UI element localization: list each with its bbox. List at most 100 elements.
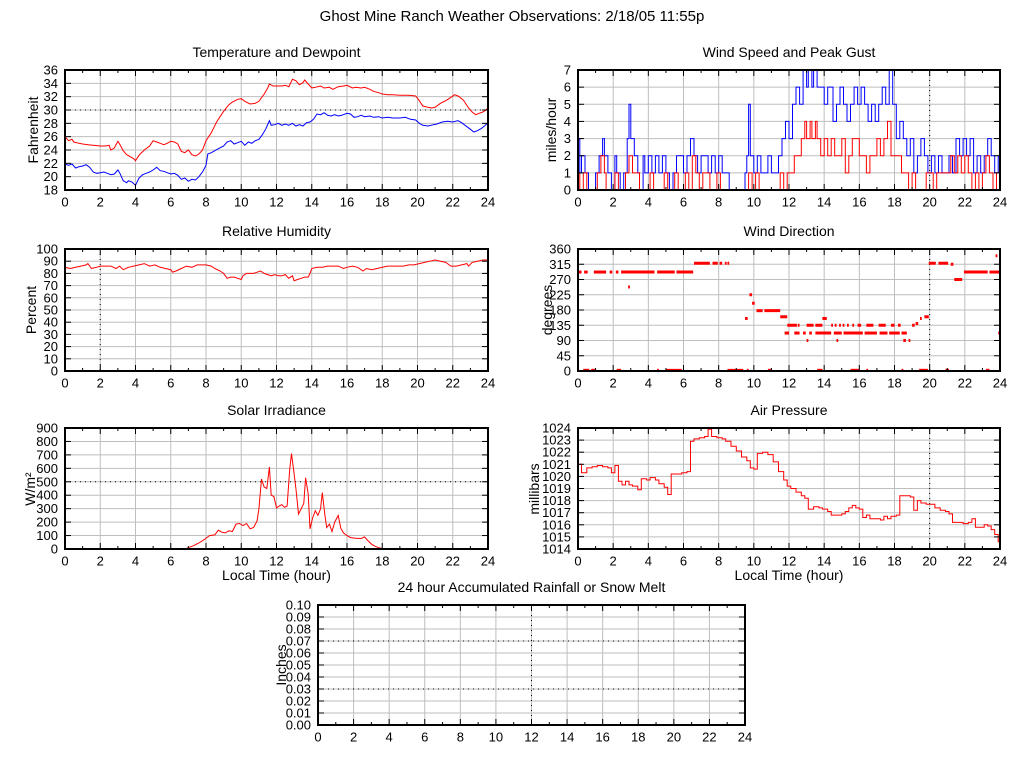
svg-text:4: 4 — [132, 195, 139, 210]
svg-text:1019: 1019 — [542, 481, 571, 496]
svg-text:22: 22 — [446, 195, 460, 210]
chart-title: Wind Speed and Peak Gust — [702, 44, 876, 60]
svg-text:4: 4 — [645, 376, 652, 391]
svg-text:2: 2 — [564, 148, 571, 163]
chart-title: 24 hour Accumulated Rainfall or Snow Mel… — [397, 579, 666, 595]
svg-text:0.05: 0.05 — [286, 658, 311, 673]
svg-text:45: 45 — [557, 348, 571, 363]
svg-text:0.01: 0.01 — [286, 706, 311, 721]
dewpoint-series — [65, 112, 488, 187]
svg-text:6: 6 — [167, 195, 174, 210]
svg-text:800: 800 — [36, 434, 58, 449]
svg-text:90: 90 — [557, 333, 571, 348]
wind-speed-series — [578, 120, 1000, 190]
chart-title: Temperature and Dewpoint — [192, 44, 361, 60]
svg-text:20: 20 — [410, 554, 424, 569]
svg-text:4: 4 — [645, 195, 652, 210]
svg-text:1022: 1022 — [542, 445, 571, 460]
svg-text:300: 300 — [36, 501, 58, 516]
svg-text:0.07: 0.07 — [286, 634, 311, 649]
svg-text:4: 4 — [564, 114, 571, 129]
svg-text:22: 22 — [958, 195, 972, 210]
svg-text:0: 0 — [61, 195, 68, 210]
svg-text:50: 50 — [44, 303, 58, 318]
svg-text:34: 34 — [44, 76, 58, 91]
temperature-series — [65, 78, 488, 162]
svg-text:1023: 1023 — [542, 433, 571, 448]
svg-text:18: 18 — [44, 183, 58, 198]
svg-text:2: 2 — [97, 376, 104, 391]
svg-text:12: 12 — [524, 730, 538, 745]
svg-text:12: 12 — [269, 376, 283, 391]
svg-text:12: 12 — [782, 554, 796, 569]
svg-text:4: 4 — [645, 554, 652, 569]
svg-text:100: 100 — [36, 242, 58, 257]
svg-text:14: 14 — [817, 376, 831, 391]
svg-text:8: 8 — [202, 376, 209, 391]
svg-text:8: 8 — [715, 376, 722, 391]
svg-text:0.10: 0.10 — [286, 598, 311, 613]
svg-text:0: 0 — [574, 195, 581, 210]
svg-text:7: 7 — [564, 63, 571, 78]
svg-text:0.08: 0.08 — [286, 622, 311, 637]
svg-text:10: 10 — [44, 351, 58, 366]
svg-text:70: 70 — [44, 278, 58, 293]
plot-area: 0 2 4 6 8 10 12 14 16 18 20 22 241820222426283032343… — [44, 63, 496, 210]
svg-text:18: 18 — [887, 554, 901, 569]
svg-text:20: 20 — [922, 554, 936, 569]
svg-text:32: 32 — [44, 89, 58, 104]
svg-text:14: 14 — [560, 730, 574, 745]
svg-text:20: 20 — [922, 195, 936, 210]
svg-text:24: 24 — [993, 195, 1007, 210]
svg-text:20: 20 — [410, 195, 424, 210]
svg-text:14: 14 — [305, 195, 319, 210]
svg-text:2: 2 — [610, 376, 617, 391]
air-pressure-series — [578, 428, 1000, 543]
svg-text:6: 6 — [680, 195, 687, 210]
chart-title: Wind Direction — [743, 223, 835, 239]
svg-text:600: 600 — [36, 461, 58, 476]
svg-text:1018: 1018 — [542, 493, 571, 508]
svg-text:0: 0 — [51, 542, 58, 557]
svg-text:225: 225 — [549, 287, 571, 302]
x-axis-label: Local Time (hour) — [222, 567, 331, 583]
svg-text:2: 2 — [97, 554, 104, 569]
svg-text:16: 16 — [340, 195, 354, 210]
svg-text:0: 0 — [564, 364, 571, 379]
svg-text:4: 4 — [132, 554, 139, 569]
x-axis-label: Local Time (hour) — [734, 567, 844, 583]
svg-text:36: 36 — [44, 63, 58, 78]
svg-text:270: 270 — [549, 272, 571, 287]
svg-text:0.03: 0.03 — [286, 682, 311, 697]
svg-text:200: 200 — [36, 515, 58, 530]
chart-title: Air Pressure — [750, 402, 828, 418]
svg-text:16: 16 — [340, 554, 354, 569]
svg-text:1014: 1014 — [542, 542, 571, 557]
svg-text:14: 14 — [305, 554, 319, 569]
svg-text:6: 6 — [167, 554, 174, 569]
svg-text:900: 900 — [36, 421, 58, 436]
svg-text:12: 12 — [782, 376, 796, 391]
relative-humidity-series — [65, 259, 488, 282]
svg-text:16: 16 — [340, 376, 354, 391]
svg-text:0: 0 — [574, 554, 581, 569]
svg-text:22: 22 — [702, 730, 716, 745]
svg-text:5: 5 — [564, 97, 571, 112]
svg-text:16: 16 — [852, 195, 866, 210]
svg-text:2: 2 — [97, 195, 104, 210]
svg-text:10: 10 — [747, 554, 761, 569]
svg-text:0: 0 — [314, 730, 321, 745]
svg-text:26: 26 — [44, 129, 58, 144]
svg-text:700: 700 — [36, 447, 58, 462]
svg-text:2: 2 — [610, 554, 617, 569]
svg-text:0: 0 — [51, 364, 58, 379]
svg-text:28: 28 — [44, 116, 58, 131]
svg-text:0: 0 — [61, 376, 68, 391]
svg-text:1017: 1017 — [542, 505, 571, 520]
svg-text:80: 80 — [44, 266, 58, 281]
svg-text:10: 10 — [234, 376, 248, 391]
svg-text:2: 2 — [350, 730, 357, 745]
svg-text:16: 16 — [852, 554, 866, 569]
svg-text:0: 0 — [61, 554, 68, 569]
